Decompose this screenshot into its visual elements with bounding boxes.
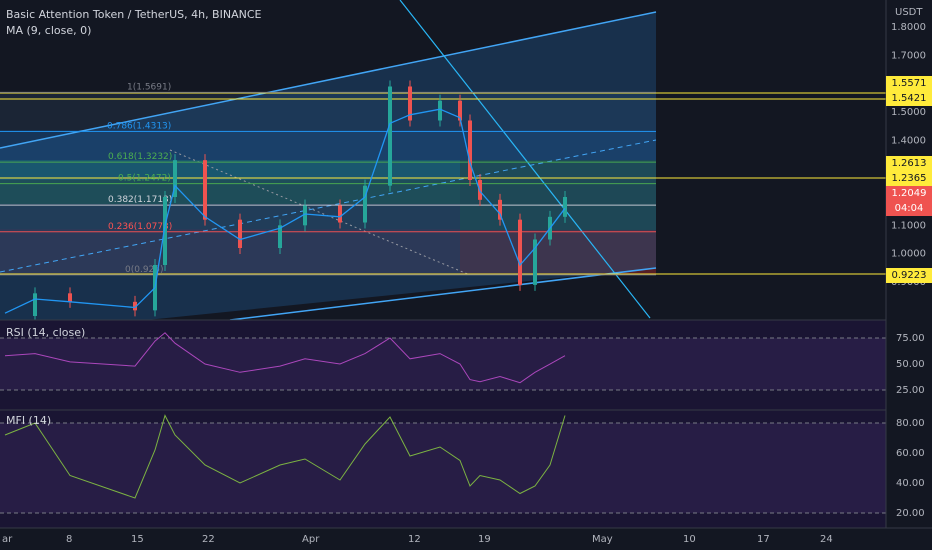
candle-body	[338, 205, 342, 223]
candle-body	[388, 86, 392, 186]
candle-body	[163, 197, 167, 265]
candle-body	[533, 239, 537, 285]
price-tick-label: 1.8000	[891, 22, 926, 33]
candle-body	[458, 100, 462, 121]
price-tag: 0.9223	[886, 268, 932, 283]
candle-body	[468, 120, 472, 180]
price-tag: 1.2049	[886, 186, 932, 201]
mfi-tick-label: 60.00	[896, 448, 925, 459]
fib-label: 0(0.925)	[125, 265, 164, 275]
candle-body	[408, 86, 412, 121]
trendline[interactable]	[399, 0, 651, 319]
mfi-tick-label: 20.00	[896, 508, 925, 519]
fib-label: 0.236(1.0773)	[108, 222, 172, 232]
time-axis[interactable]: ar 8 15 22 Apr 12 19 May 10 17 24	[2, 534, 833, 545]
candle-body	[33, 293, 37, 316]
time-tick-label: Apr	[302, 534, 320, 545]
rsi-band	[0, 338, 886, 390]
mfi-band	[0, 423, 886, 513]
price-tag: 1.5421	[886, 91, 932, 106]
mfi-axis: 80.00 60.00 40.00 20.00	[896, 418, 925, 519]
dotted-trendline	[169, 149, 471, 276]
candle-body	[203, 160, 207, 220]
time-tick-label: 17	[757, 534, 770, 545]
candle-body	[68, 293, 72, 302]
fib-label: 1(1.5691)	[127, 82, 171, 92]
rsi-series	[4, 332, 566, 384]
mfi-tick-label: 40.00	[896, 478, 925, 489]
time-tick-label: 15	[131, 534, 144, 545]
candle-body	[363, 185, 367, 223]
price-tag: 1.2613	[886, 156, 932, 171]
fib-label: 0.5(1.2472)	[118, 174, 171, 184]
time-tick-label: ar	[2, 534, 13, 545]
time-axis-bg	[0, 528, 932, 550]
parallel-channel[interactable]	[0, 11, 657, 335]
time-tick-label: 19	[478, 534, 491, 545]
rsi-line	[4, 332, 566, 384]
mfi-line	[4, 414, 566, 499]
candle-body	[518, 219, 522, 285]
price-series	[4, 80, 567, 322]
time-tick-label: 24	[820, 534, 833, 545]
time-tick-label: May	[592, 534, 613, 545]
fib-label: 0.382(1.1713)	[108, 195, 172, 205]
time-tick-label: 22	[202, 534, 215, 545]
fib-zones	[0, 93, 656, 275]
price-tag: 1.5571	[886, 76, 932, 91]
price-tag: 1.2365	[886, 171, 932, 186]
mfi-tick-label: 80.00	[896, 418, 925, 429]
price-tick-label: 1.1000	[891, 220, 926, 231]
ma-legend[interactable]: MA (9, close, 0)	[6, 24, 92, 37]
candle-body	[438, 100, 442, 121]
time-tick-label: 10	[683, 534, 696, 545]
candle-body	[303, 205, 307, 226]
chart-title: Basic Attention Token / TetherUS, 4h, BI…	[6, 8, 262, 21]
price-tick-label: 1.5000	[891, 107, 926, 118]
time-tick-label: 12	[408, 534, 421, 545]
price-tick-label: 1.0000	[891, 249, 926, 260]
mfi-series	[4, 414, 566, 499]
fib-label: 0.786(1.4313)	[107, 121, 171, 131]
rsi-legend[interactable]: RSI (14, close)	[6, 326, 86, 339]
price-tick-label: 1.7000	[891, 50, 926, 61]
ma-line	[4, 108, 566, 314]
horizontal-levels[interactable]	[0, 92, 886, 275]
fib-lines: 1(1.5691) 0.786(1.4313) 0.618(1.3232) 0.5(1…	[0, 82, 656, 276]
fib-label: 0.618(1.3232)	[108, 152, 172, 162]
candle-body	[498, 199, 502, 220]
currency-label: USDT	[895, 7, 923, 18]
time-tick-label: 8	[66, 534, 72, 545]
rsi-tick-label: 50.00	[896, 359, 925, 370]
price-tick-label: 1.4000	[891, 135, 926, 146]
rsi-axis: 75.00 50.00 25.00	[896, 333, 925, 396]
rsi-tick-label: 75.00	[896, 333, 925, 344]
candle-body	[278, 225, 282, 248]
candle-body	[173, 160, 177, 197]
mfi-legend[interactable]: MFI (14)	[6, 414, 52, 427]
candle-body	[238, 219, 242, 248]
candle-body	[563, 197, 567, 217]
rsi-tick-label: 25.00	[896, 385, 925, 396]
candle-body	[133, 301, 137, 311]
price-tag: 04:04	[886, 201, 932, 216]
